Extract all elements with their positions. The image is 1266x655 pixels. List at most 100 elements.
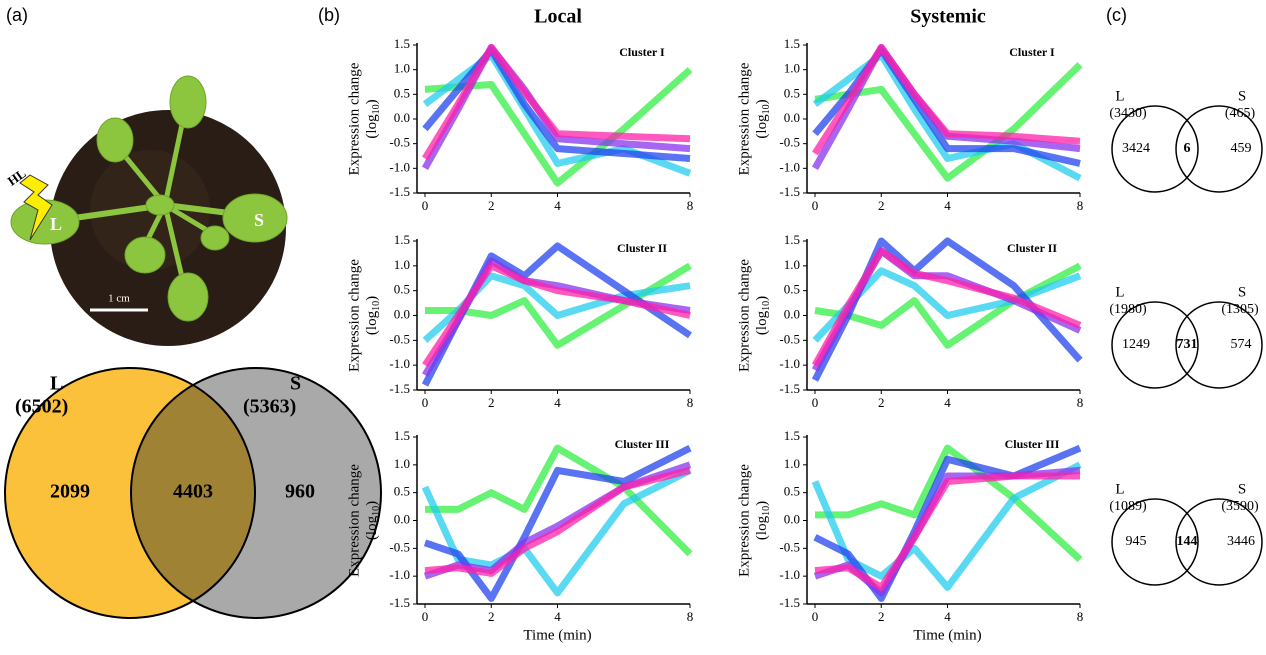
plot-lines (811, 237, 1083, 382)
y-tick-label: -1.0 (389, 567, 410, 582)
venn-label: S (1238, 284, 1246, 300)
y-tick-label: -1.5 (389, 184, 410, 199)
venn-circle (1175, 105, 1263, 193)
chart-title: Cluster III (1005, 437, 1060, 451)
panel-label: (a) (6, 5, 28, 25)
unit: (log (364, 310, 380, 335)
unit: (log (364, 114, 380, 139)
chart-title: Cluster II (617, 241, 667, 255)
series-line (812, 51, 1082, 182)
y-tick-label: 1.0 (394, 257, 410, 272)
y-tick-label: -0.5 (779, 539, 800, 554)
y-axis-label: (log10) (754, 296, 772, 335)
venn-total: (3590) (1221, 499, 1259, 514)
y-tick-label: 1.0 (784, 456, 800, 471)
x-tick-label: 4 (554, 609, 561, 624)
chart-title: Cluster I (619, 45, 665, 59)
y-tick-label: 1.5 (784, 36, 800, 51)
y-tick-label: 1.0 (784, 61, 800, 76)
venn-total: (465) (1225, 106, 1256, 121)
y-tick-label: 0.5 (394, 282, 410, 297)
venn-count: 731 (1177, 337, 1198, 352)
y-tick-label: 0.0 (394, 306, 410, 321)
venn-count: 4403 (173, 481, 213, 503)
unit: ) (364, 501, 380, 506)
y-tick-label: 0.5 (394, 484, 410, 499)
x-tick-label: 8 (1077, 609, 1084, 624)
y-tick-label: 0.5 (394, 85, 410, 100)
y-axis-label: Expression change (736, 464, 752, 577)
y-tick-label: -0.5 (779, 331, 800, 346)
y-tick-label: 1.5 (394, 36, 410, 51)
x-tick-label: 4 (554, 395, 561, 410)
venn-circle (1111, 301, 1199, 389)
x-axis-label: Time (min) (913, 627, 981, 643)
venn-count: 960 (285, 481, 315, 503)
venn-count: 945 (1126, 534, 1147, 549)
plot-lines (811, 44, 1083, 182)
x-tick-label: 2 (878, 395, 885, 410)
venn-diagram (4, 367, 382, 619)
y-tick-label: -1.0 (389, 159, 410, 174)
y-tick-label: 1.5 (784, 232, 800, 247)
y-tick-label: 0.0 (394, 110, 410, 125)
y-tick-label: -1.5 (779, 184, 800, 199)
y-tick-label: 1.5 (394, 232, 410, 247)
y-tick-label: 0.0 (394, 511, 410, 526)
plot-lines (421, 44, 693, 187)
x-tick-label: 2 (488, 198, 495, 213)
series-line (423, 444, 692, 602)
panel-label: (c) (1106, 5, 1127, 25)
venn-total: (1089) (1109, 499, 1147, 514)
venn-total: (5363) (243, 396, 296, 418)
x-tick-label: 2 (878, 198, 885, 213)
y-axis-label: Expression change (736, 259, 752, 372)
x-tick-label: 0 (812, 198, 819, 213)
y-tick-label: -1.0 (779, 356, 800, 371)
y-tick-label: -1.5 (779, 595, 800, 610)
y-axis-label: Expression change (736, 62, 752, 175)
y-tick-label: -0.5 (389, 539, 410, 554)
y-tick-label: -0.5 (389, 135, 410, 150)
venn-label: L (50, 373, 63, 395)
y-tick-label: -1.5 (779, 381, 800, 396)
y-tick-label: 0.0 (784, 110, 800, 125)
y-axis-label: (log10) (364, 99, 382, 138)
series-line (425, 444, 693, 557)
venn-total: (1980) (1109, 302, 1147, 317)
unit: (log (364, 515, 380, 540)
venn-count: 459 (1231, 141, 1252, 156)
scale-bar-label: 1 cm (108, 293, 130, 305)
y-tick-label: -0.5 (779, 135, 800, 150)
unit: (log (754, 310, 770, 335)
unit: (log (754, 114, 770, 139)
x-axis-label: Time (min) (523, 627, 591, 643)
y-tick-label: 1.0 (394, 61, 410, 76)
x-tick-label: 2 (878, 609, 885, 624)
chart-title: Cluster III (615, 437, 670, 451)
y-tick-label: 1.5 (784, 428, 800, 443)
leaf-label: L (50, 214, 62, 234)
y-tick-label: -1.5 (389, 381, 410, 396)
unit: ) (754, 501, 770, 506)
y-axis-label: (log10) (754, 501, 772, 540)
y-tick-label: 0.0 (784, 511, 800, 526)
venn-count: 3446 (1227, 534, 1255, 549)
plant-photo (10, 75, 288, 346)
series-line (422, 44, 691, 161)
plot-lines (811, 444, 1083, 602)
x-tick-label: 4 (944, 609, 951, 624)
x-tick-label: 0 (812, 609, 819, 624)
venn-count: 574 (1231, 337, 1252, 352)
x-tick-label: 2 (488, 609, 495, 624)
x-tick-label: 8 (687, 609, 694, 624)
x-tick-label: 0 (422, 609, 429, 624)
y-axis-label: Expression change (346, 259, 362, 372)
venn-label: S (1238, 481, 1246, 497)
unit: ) (364, 296, 380, 301)
y-tick-label: -1.5 (389, 595, 410, 610)
x-tick-label: 8 (1077, 198, 1084, 213)
venn-total: (1305) (1221, 302, 1259, 317)
venn-label: L (1115, 88, 1124, 104)
y-axis-label: Expression change (346, 464, 362, 577)
